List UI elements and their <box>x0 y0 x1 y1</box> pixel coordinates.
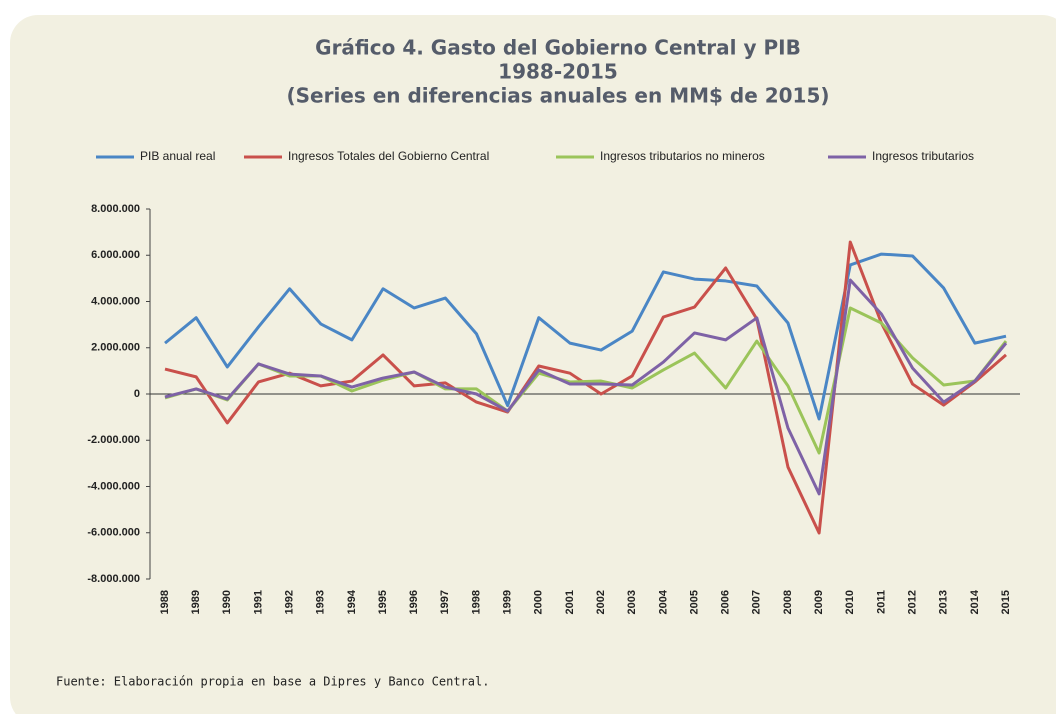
legend-label: Ingresos Totales del Gobierno Central <box>288 149 489 163</box>
x-tick-label: 2007 <box>751 590 763 614</box>
series-line <box>164 278 1008 496</box>
y-tick-label: 2.000.000 <box>91 342 140 354</box>
background <box>10 15 1056 714</box>
chart-title: 1988-2015 <box>498 60 618 84</box>
chart-title: (Series en diferencias anuales en MM$ de… <box>286 84 829 108</box>
x-tick-label: 1997 <box>439 590 451 614</box>
x-tick-label: 1998 <box>470 590 482 614</box>
y-tick-label: -2.000.000 <box>87 434 140 446</box>
legend-label: Ingresos tributarios no mineros <box>600 149 765 163</box>
chart-title: Gráfico 4. Gasto del Gobierno Central y … <box>315 36 801 60</box>
legend-label: Ingresos tributarios <box>872 149 974 163</box>
series-line <box>164 252 1007 421</box>
x-tick-label: 2002 <box>595 590 607 614</box>
x-tick-label: 1990 <box>221 590 233 614</box>
x-tick-label: 2009 <box>813 590 825 614</box>
y-tick-label: -6.000.000 <box>87 527 140 539</box>
legend-label: PIB anual real <box>140 149 215 163</box>
source-note: Fuente: Elaboración propia en base a Dip… <box>56 675 489 689</box>
x-tick-label: 2003 <box>626 590 638 614</box>
x-tick-label: 1993 <box>315 590 327 614</box>
x-tick-label: 1989 <box>190 590 202 614</box>
x-tick-label: 2001 <box>564 590 576 614</box>
x-tick-label: 1994 <box>346 589 358 614</box>
x-tick-label: 2012 <box>906 590 918 614</box>
x-tick-label: 2015 <box>1000 590 1012 614</box>
x-tick-label: 1999 <box>502 590 514 614</box>
x-tick-label: 2011 <box>875 590 887 614</box>
y-tick-label: 6.000.000 <box>91 249 140 261</box>
y-tick-label: 8.000.000 <box>91 203 140 215</box>
x-tick-label: 2000 <box>533 590 545 614</box>
x-tick-label: 1996 <box>408 590 420 614</box>
x-tick-label: 1992 <box>283 590 295 614</box>
x-tick-label: 2013 <box>938 590 950 614</box>
x-tick-label: 2004 <box>657 589 669 614</box>
x-tick-label: 2010 <box>844 590 856 614</box>
x-tick-label: 1991 <box>252 590 264 614</box>
x-tick-label: 2006 <box>720 590 732 614</box>
x-tick-label: 2005 <box>688 590 700 614</box>
x-tick-label: 1995 <box>377 590 389 614</box>
y-tick-label: -4.000.000 <box>87 480 140 492</box>
y-tick-label: 4.000.000 <box>91 295 140 307</box>
x-tick-label: 2014 <box>969 589 981 614</box>
y-tick-label: 0 <box>134 388 140 400</box>
x-tick-label: 2008 <box>782 590 794 614</box>
y-tick-label: -8.000.000 <box>87 573 140 585</box>
x-tick-label: 1988 <box>159 590 171 614</box>
